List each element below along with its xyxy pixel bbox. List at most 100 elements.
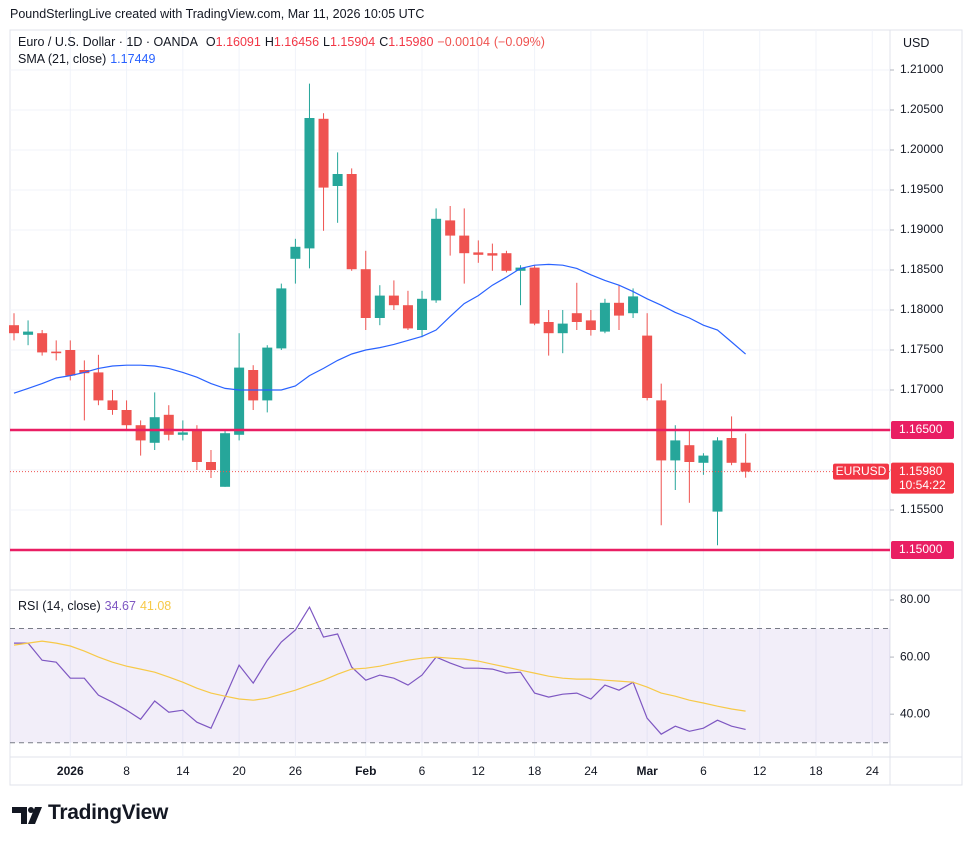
candle-body [107,400,118,410]
symbol-label: EURUSD [836,464,887,478]
price-label: 1.15980 [899,464,943,478]
attribution: PoundSterlingLive created with TradingVi… [10,7,425,21]
ohlc-key: O [205,35,216,49]
candle-body [290,246,301,259]
x-tick-label: 26 [289,764,303,778]
rsi-band [10,628,890,743]
candle-body [304,118,315,249]
rsi-value: 34.67 [104,599,136,613]
candle-body [557,323,568,334]
candle-body [234,367,245,435]
y-tick-label: 1.20500 [900,102,944,116]
candle-body [332,174,343,186]
candle-body [9,325,19,334]
x-tick-label: 20 [232,764,246,778]
candle-body [65,350,76,376]
y-tick-label: 60.00 [900,649,930,663]
x-tick-label: 14 [176,764,190,778]
symbol-badge [833,463,889,480]
y-tick-label: 1.18500 [900,262,944,276]
candle-body [712,440,723,512]
candle-body [628,296,639,314]
ohlc-key: C [379,35,389,49]
logo-icon [12,807,42,824]
axes: 2026 8 14 20 26 Feb 6 12 18 24 Mar 6 12 18 241.210001.… [57,62,954,778]
candle-body [698,455,709,463]
candle-body [473,252,484,255]
y-tick-label: 1.15500 [900,502,944,516]
y-tick-label: 1.18000 [900,302,944,316]
candle-body [726,438,737,463]
symbol-title: Euro / U.S. Dollar · 1D · OANDA [18,35,198,49]
x-tick-label: 24 [584,764,598,778]
rsi-line [14,605,746,735]
candle-body [318,118,329,188]
logo-text: TradingView [48,801,169,824]
rsi-ma-value: 41.08 [139,599,172,613]
candle-body [23,331,34,335]
ohlc-value: 1.15904 [330,35,376,49]
candle-body [135,425,146,441]
rsi-ma-line [13,640,746,712]
rsi-legend: RSI (14, close) 34.67 41.08 [18,599,171,613]
candle-body [670,440,681,461]
level-badge [891,541,954,559]
x-tick-label: Mar [636,764,658,778]
candle-body [346,174,357,270]
change-percent: (−0.09%) [493,35,545,49]
y-tick-label: 1.17500 [900,342,944,356]
sma-line [13,263,746,394]
ohlc-key: H [264,35,274,49]
x-tick-label: 12 [753,764,767,778]
ohlc-value: 1.16091 [215,35,261,49]
candle-body [191,430,202,462]
ohlc-value: 1.16456 [273,35,320,49]
grid [10,30,890,757]
y-tick-label: 40.00 [900,706,930,720]
x-tick-label: 18 [528,764,542,778]
candle-body [642,335,653,398]
x-tick-label: 6 [700,764,707,778]
candle-body [121,410,132,426]
candle-body [51,351,62,354]
candle-body [515,267,526,271]
rsi-name: RSI (14, close) [18,599,101,613]
candle-body [402,305,413,329]
candle-body [599,302,610,332]
candle-body [614,302,625,316]
candle-body [163,414,174,435]
candle-body [79,370,90,374]
candle-body [431,218,442,301]
candle-body [445,220,456,236]
candle-body [459,235,470,254]
x-tick-label: 24 [866,764,880,778]
candle-body [262,347,273,401]
level-label: 1.16500 [899,422,943,436]
y-tick-label: 1.21000 [900,62,944,76]
currency[interactable]: USD [903,36,930,50]
candle-body [684,445,695,462]
candle-body [360,269,371,318]
sma-value: 1.17449 [110,52,156,66]
ohlc-value: 1.15980 [388,35,434,49]
candle-body [501,253,512,271]
candle-body [585,320,596,330]
x-tick-label: 18 [809,764,823,778]
candle-body [276,288,287,349]
y-tick-label: 80.00 [900,592,930,606]
candle-body [177,432,188,435]
x-tick-label: 2026 [57,764,84,778]
price-badge [891,462,954,494]
candle-body [220,433,231,487]
candle-body [740,462,751,472]
candle-body [93,372,104,401]
y-tick-label: 1.17000 [900,382,944,396]
marks [9,83,890,735]
ohlc-key: L [323,35,330,49]
x-tick-label: 6 [419,764,426,778]
countdown-label: 10:54:22 [899,478,946,492]
candle-body [487,253,498,256]
candle-body [37,333,48,353]
